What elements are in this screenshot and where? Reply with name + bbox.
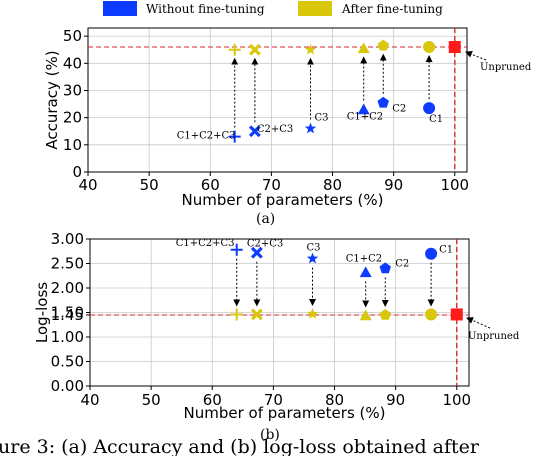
panel-a: 40 50 60 70 80 90 100 0 10 20 30 40 50 Number of para… <box>43 27 532 209</box>
panel-b: 40 50 60 70 80 90 100 0.00 0.50 1.00 1.451.50 2.00 2… <box>33 230 520 422</box>
x-tick-label: 70 <box>264 391 283 409</box>
y-tick-label: 0.00 <box>51 377 84 395</box>
point-annotation: C2 <box>392 104 406 115</box>
point-annotation: C1+C2+C3 <box>177 131 236 142</box>
point-after-fine-tuning <box>379 308 391 320</box>
point-without-fine-tuning <box>357 103 370 115</box>
point-without-fine-tuning <box>425 247 438 260</box>
legend: Without fine-tuning After fine-tuning <box>103 1 443 16</box>
plot-frame <box>87 27 468 173</box>
x-tick-label: 80 <box>323 176 342 194</box>
x-axis-label: Number of parameters (%) <box>184 404 386 422</box>
point-annotation: C2+C3 <box>257 124 293 135</box>
legend-swatch-after <box>298 1 332 16</box>
y-tick-label: 3.00 <box>51 230 84 248</box>
point-after-fine-tuning <box>228 43 241 56</box>
unpruned-point <box>448 41 461 54</box>
point-annotation: C1+C2 <box>346 253 382 264</box>
y-tick-label: 2.50 <box>51 255 84 273</box>
x-axis-label: Number of parameters (%) <box>182 191 384 209</box>
point-without-fine-tuning <box>250 246 263 259</box>
y-axis-label: Log-loss <box>33 282 51 343</box>
y-tick-label: 40 <box>63 54 82 72</box>
x-tick-label: 40 <box>78 176 97 194</box>
y-tick-label: 0.50 <box>51 353 84 371</box>
y-tick-label: 50 <box>63 27 82 45</box>
point-without-fine-tuning <box>248 125 261 138</box>
x-tick-label: 70 <box>262 176 281 194</box>
x-tick-label: 100 <box>442 391 471 409</box>
point-without-fine-tuning <box>359 266 372 278</box>
x-tick-label: 100 <box>440 176 469 194</box>
y-tick-label: 20 <box>63 109 82 127</box>
x-tick-label: 50 <box>140 176 159 194</box>
point-annotation: C3 <box>307 243 321 254</box>
point-annotation: C1+C2 <box>347 112 383 123</box>
point-without-fine-tuning <box>228 130 241 143</box>
legend-swatch-without <box>103 1 137 16</box>
point-annotation: C2 <box>395 258 409 269</box>
x-tick-label: 50 <box>142 391 161 409</box>
point-annotation: C1 <box>429 114 443 125</box>
point-without-fine-tuning <box>423 102 436 115</box>
x-tick-label: 60 <box>201 176 220 194</box>
unpruned-label: Unpruned <box>468 331 520 342</box>
point-after-fine-tuning <box>250 308 263 321</box>
legend-label-after: After fine-tuning <box>341 2 443 16</box>
point-after-fine-tuning <box>357 42 370 54</box>
figure-caption: ure 3: (a) Accuracy and (b) log-loss obt… <box>0 436 480 456</box>
y-tick-label: 10 <box>63 136 82 154</box>
point-without-fine-tuning <box>377 96 389 108</box>
x-tick-label: 40 <box>80 391 99 409</box>
point-after-fine-tuning <box>248 43 261 56</box>
point-after-fine-tuning <box>230 308 243 321</box>
x-tick-label: 80 <box>325 391 344 409</box>
point-annotation: C2+C3 <box>247 239 283 250</box>
point-after-fine-tuning <box>425 308 438 321</box>
y-tick-label: 1.45 <box>51 306 84 324</box>
x-tick-label: 90 <box>384 176 403 194</box>
x-tick-label: 60 <box>203 391 222 409</box>
subplot-label-a: (a) <box>256 211 275 227</box>
y-tick-label: 30 <box>63 81 82 99</box>
unpruned-label: Unpruned <box>480 62 532 73</box>
point-after-fine-tuning <box>359 309 372 321</box>
y-tick-label: 1.50 <box>51 304 84 322</box>
unpruned-point <box>450 308 463 321</box>
unpruned-arrow <box>466 317 491 329</box>
point-annotation: C1 <box>439 245 453 256</box>
point-without-fine-tuning <box>230 243 243 256</box>
point-without-fine-tuning <box>304 122 317 134</box>
subplot-label-b: (b) <box>260 427 280 443</box>
point-after-fine-tuning <box>377 39 389 51</box>
y-axis-label: Accuracy (%) <box>43 50 61 149</box>
legend-label-without: Without fine-tuning <box>146 2 265 16</box>
point-annotation: C1+C2+C3 <box>176 238 235 249</box>
y-tick-label: 1.00 <box>51 328 84 346</box>
y-tick-label: 2.00 <box>51 279 84 297</box>
unpruned-arrow <box>465 50 487 61</box>
point-annotation: C3 <box>315 113 329 124</box>
point-after-fine-tuning <box>304 43 317 55</box>
point-without-fine-tuning <box>306 252 319 264</box>
point-after-fine-tuning <box>306 307 319 319</box>
y-tick-label: 0 <box>72 163 82 181</box>
point-without-fine-tuning <box>379 262 391 274</box>
point-after-fine-tuning <box>423 41 436 54</box>
x-tick-label: 90 <box>386 391 405 409</box>
